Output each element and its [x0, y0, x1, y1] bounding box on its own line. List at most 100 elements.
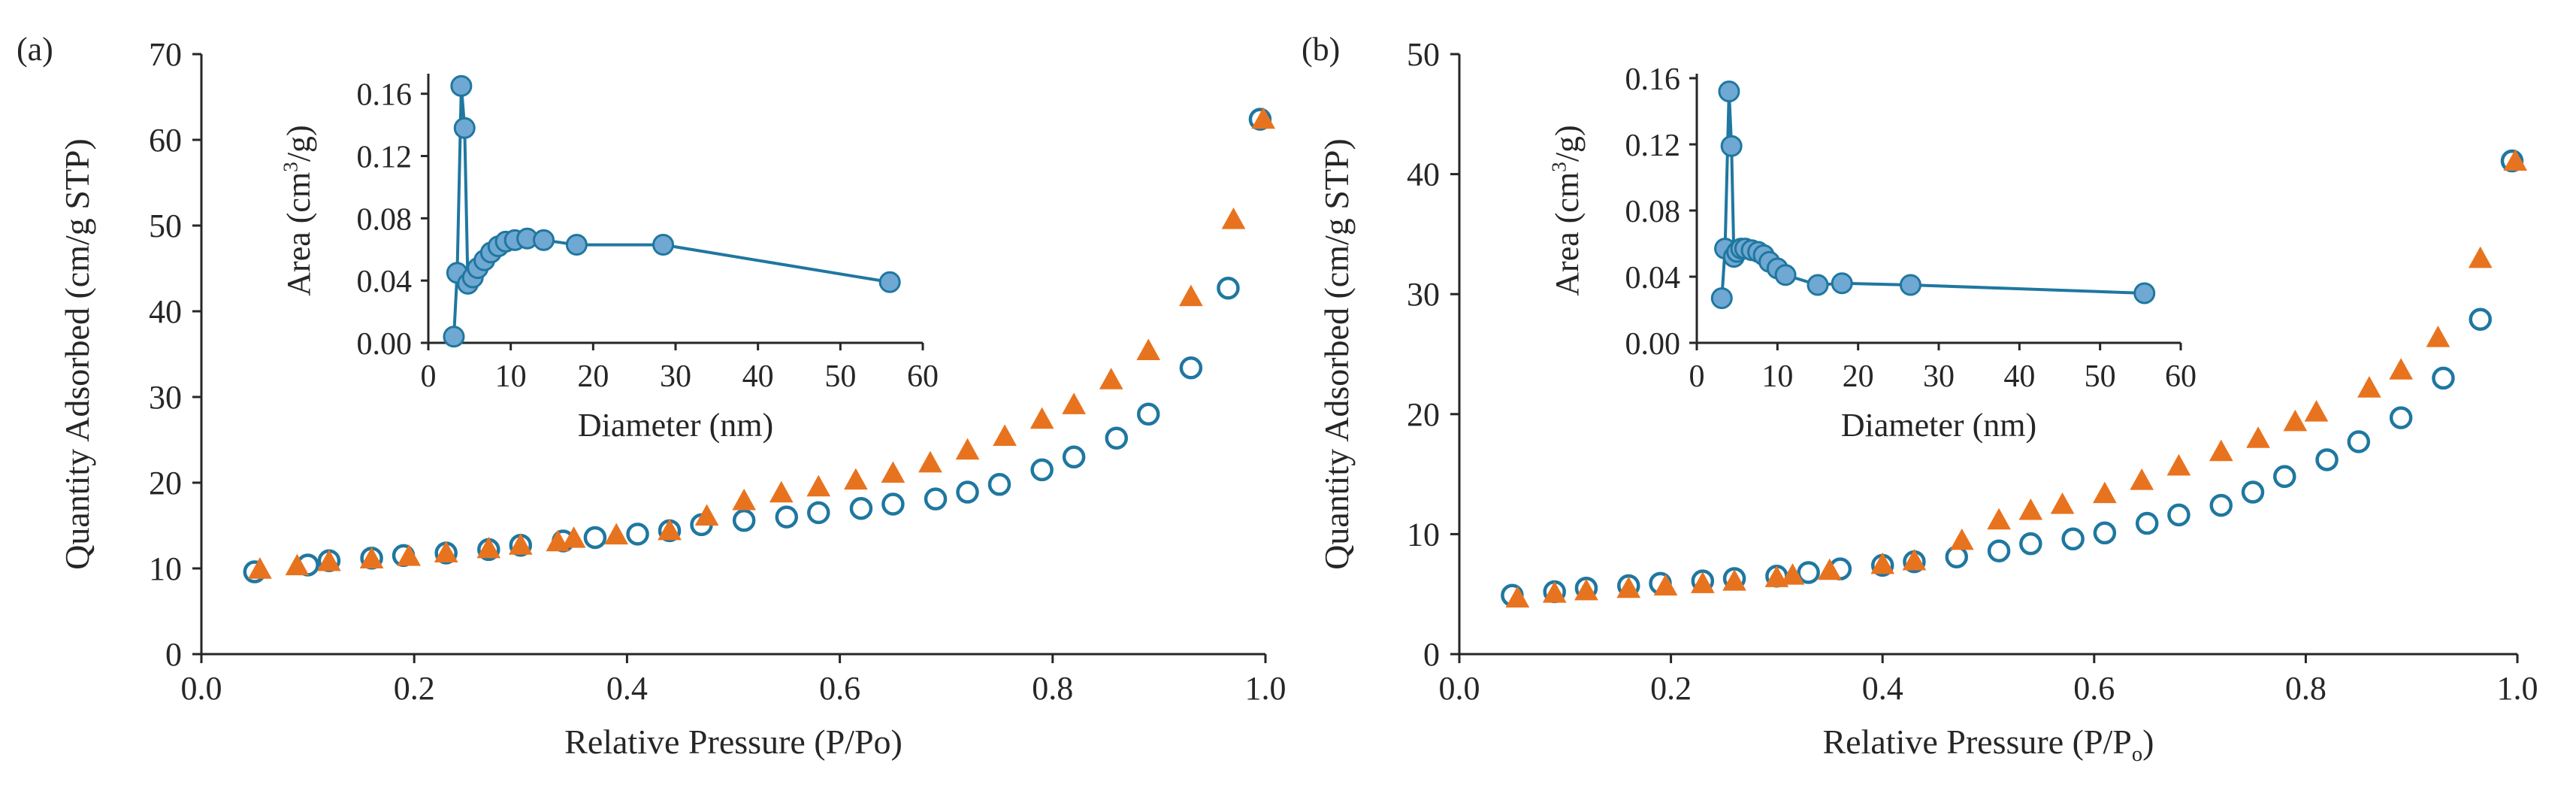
inset-data-point — [533, 229, 555, 251]
inset-x-tick-label: 30 — [660, 359, 691, 394]
data-point-triangle — [546, 529, 570, 552]
inset-background — [1697, 74, 2184, 343]
inset-chart: 0.00 0.04 0.08 0.12 0.16 0 10 20 30 40 50 60 Diamete… — [279, 74, 939, 444]
data-point-triangle — [1653, 574, 1678, 596]
x-tick-label: 0.4 — [1862, 670, 1903, 707]
y-axis-title: Quantity Adsorbed (cm/g STP) — [1317, 138, 1356, 570]
inset-y-tick-label: 0.12 — [1625, 129, 1681, 163]
data-point-triangle — [604, 523, 629, 545]
data-point-triangle — [1949, 528, 1974, 550]
inset-data-point — [2133, 282, 2156, 305]
y-tick-label: 20 — [1407, 396, 1440, 433]
data-point-triangle — [1764, 565, 1789, 587]
data-point-triangle — [1574, 578, 1598, 601]
data-point-triangle — [732, 488, 757, 511]
data-point-circle — [2241, 480, 2265, 504]
inset-x-tick-label: 10 — [495, 359, 527, 394]
data-point-triangle — [476, 536, 501, 559]
x-axis-title-part: o — [2132, 743, 2142, 766]
data-point-circle — [1105, 426, 1129, 450]
data-point-triangle — [2304, 400, 2329, 422]
data-point-triangle — [508, 533, 533, 555]
data-point-triangle — [1179, 284, 1203, 307]
data-point-circle — [2209, 493, 2233, 517]
data-point-triangle — [1221, 208, 1246, 229]
y-tick-label: 20 — [149, 465, 182, 501]
data-point-triangle — [1780, 563, 1805, 585]
x-tick-label: 1.0 — [1245, 670, 1286, 707]
data-point-triangle — [434, 541, 458, 563]
data-point-triangle — [1136, 338, 1161, 360]
data-point-circle — [1217, 276, 1240, 300]
data-point-triangle — [1616, 576, 1641, 598]
inset-y-tick-label: 0.00 — [1625, 327, 1681, 362]
inset-x-tick-label: 50 — [824, 359, 856, 394]
data-point-triangle — [1902, 548, 1927, 571]
inset-x-tick-label: 10 — [1761, 359, 1793, 394]
inset-x-tick-label: 60 — [907, 359, 939, 394]
inset-y-axis-title-part: /g) — [1549, 125, 1586, 162]
inset-data-point — [652, 234, 675, 256]
inset-x-axis-title: Diameter (nm) — [1841, 407, 2036, 444]
inset-data-point — [1899, 274, 1921, 296]
y-tick-label: 40 — [1407, 156, 1440, 193]
data-point-triangle — [1505, 586, 1530, 608]
data-point-triangle — [2468, 246, 2493, 268]
data-point-triangle — [359, 547, 384, 569]
data-point-triangle — [2018, 498, 2043, 520]
x-tick-label: 0.8 — [1032, 670, 1073, 707]
data-point-triangle — [2389, 358, 2413, 380]
inset-data-point — [1720, 135, 1743, 157]
inset-y-tick-label: 0.04 — [1625, 261, 1681, 295]
data-point-circle — [1797, 561, 1820, 584]
inset-y-axis-title-part: /g) — [280, 125, 317, 162]
x-axis-title-part: ) — [2142, 723, 2154, 761]
data-point-triangle — [285, 553, 310, 576]
inset-x-axis-title: Diameter (nm) — [578, 407, 773, 444]
x-tick-label: 0.0 — [181, 670, 222, 707]
x-tick-label: 0.6 — [2073, 670, 2115, 707]
data-point-triangle — [1987, 508, 2011, 530]
data-point-circle — [881, 492, 905, 516]
data-point-circle — [807, 501, 830, 525]
data-point-triangle — [1722, 569, 1746, 591]
inset-x-tick-label: 0 — [1689, 359, 1705, 394]
data-point-circle — [1136, 402, 1160, 426]
data-point-triangle — [2050, 492, 2075, 514]
inset-y-tick-label: 0.12 — [357, 141, 413, 175]
data-point-triangle — [1817, 558, 1842, 580]
data-point-circle — [2019, 532, 2042, 556]
data-point-triangle — [1870, 552, 1895, 574]
data-point-triangle — [2093, 481, 2117, 504]
x-tick-label: 0.0 — [1439, 670, 1480, 707]
data-point-triangle — [1542, 581, 1567, 603]
inset-y-axis-title-part: 3 — [1547, 162, 1570, 172]
data-point-circle — [2432, 366, 2455, 390]
inset-y-tick-label: 0.16 — [357, 78, 413, 113]
inset-y-axis-title-part: 3 — [279, 162, 301, 172]
inset-x-tick-label: 40 — [2003, 359, 2035, 394]
data-point-circle — [1030, 458, 1054, 482]
inset-data-point — [1774, 264, 1797, 286]
inset-y-tick-label: 0.00 — [357, 327, 413, 362]
inset-data-point — [1710, 287, 1733, 310]
inset-x-tick-label: 30 — [1923, 359, 1955, 394]
data-point-circle — [1987, 539, 2011, 562]
data-point-circle — [2469, 308, 2492, 331]
data-point-triangle — [918, 450, 942, 473]
x-axis-title: Relative Pressure (P/Po) — [1823, 723, 2154, 766]
y-tick-label: 60 — [149, 122, 182, 159]
inset-data-point — [1831, 272, 1853, 295]
data-point-circle — [2389, 406, 2413, 429]
data-point-triangle — [1690, 571, 1715, 593]
inset-data-point — [565, 234, 588, 256]
inset-x-tick-label: 20 — [577, 359, 609, 394]
inset-background — [428, 74, 926, 343]
data-point-triangle — [806, 474, 831, 497]
data-point-triangle — [2130, 468, 2154, 490]
data-point-circle — [732, 508, 756, 532]
data-point-triangle — [2283, 409, 2308, 432]
